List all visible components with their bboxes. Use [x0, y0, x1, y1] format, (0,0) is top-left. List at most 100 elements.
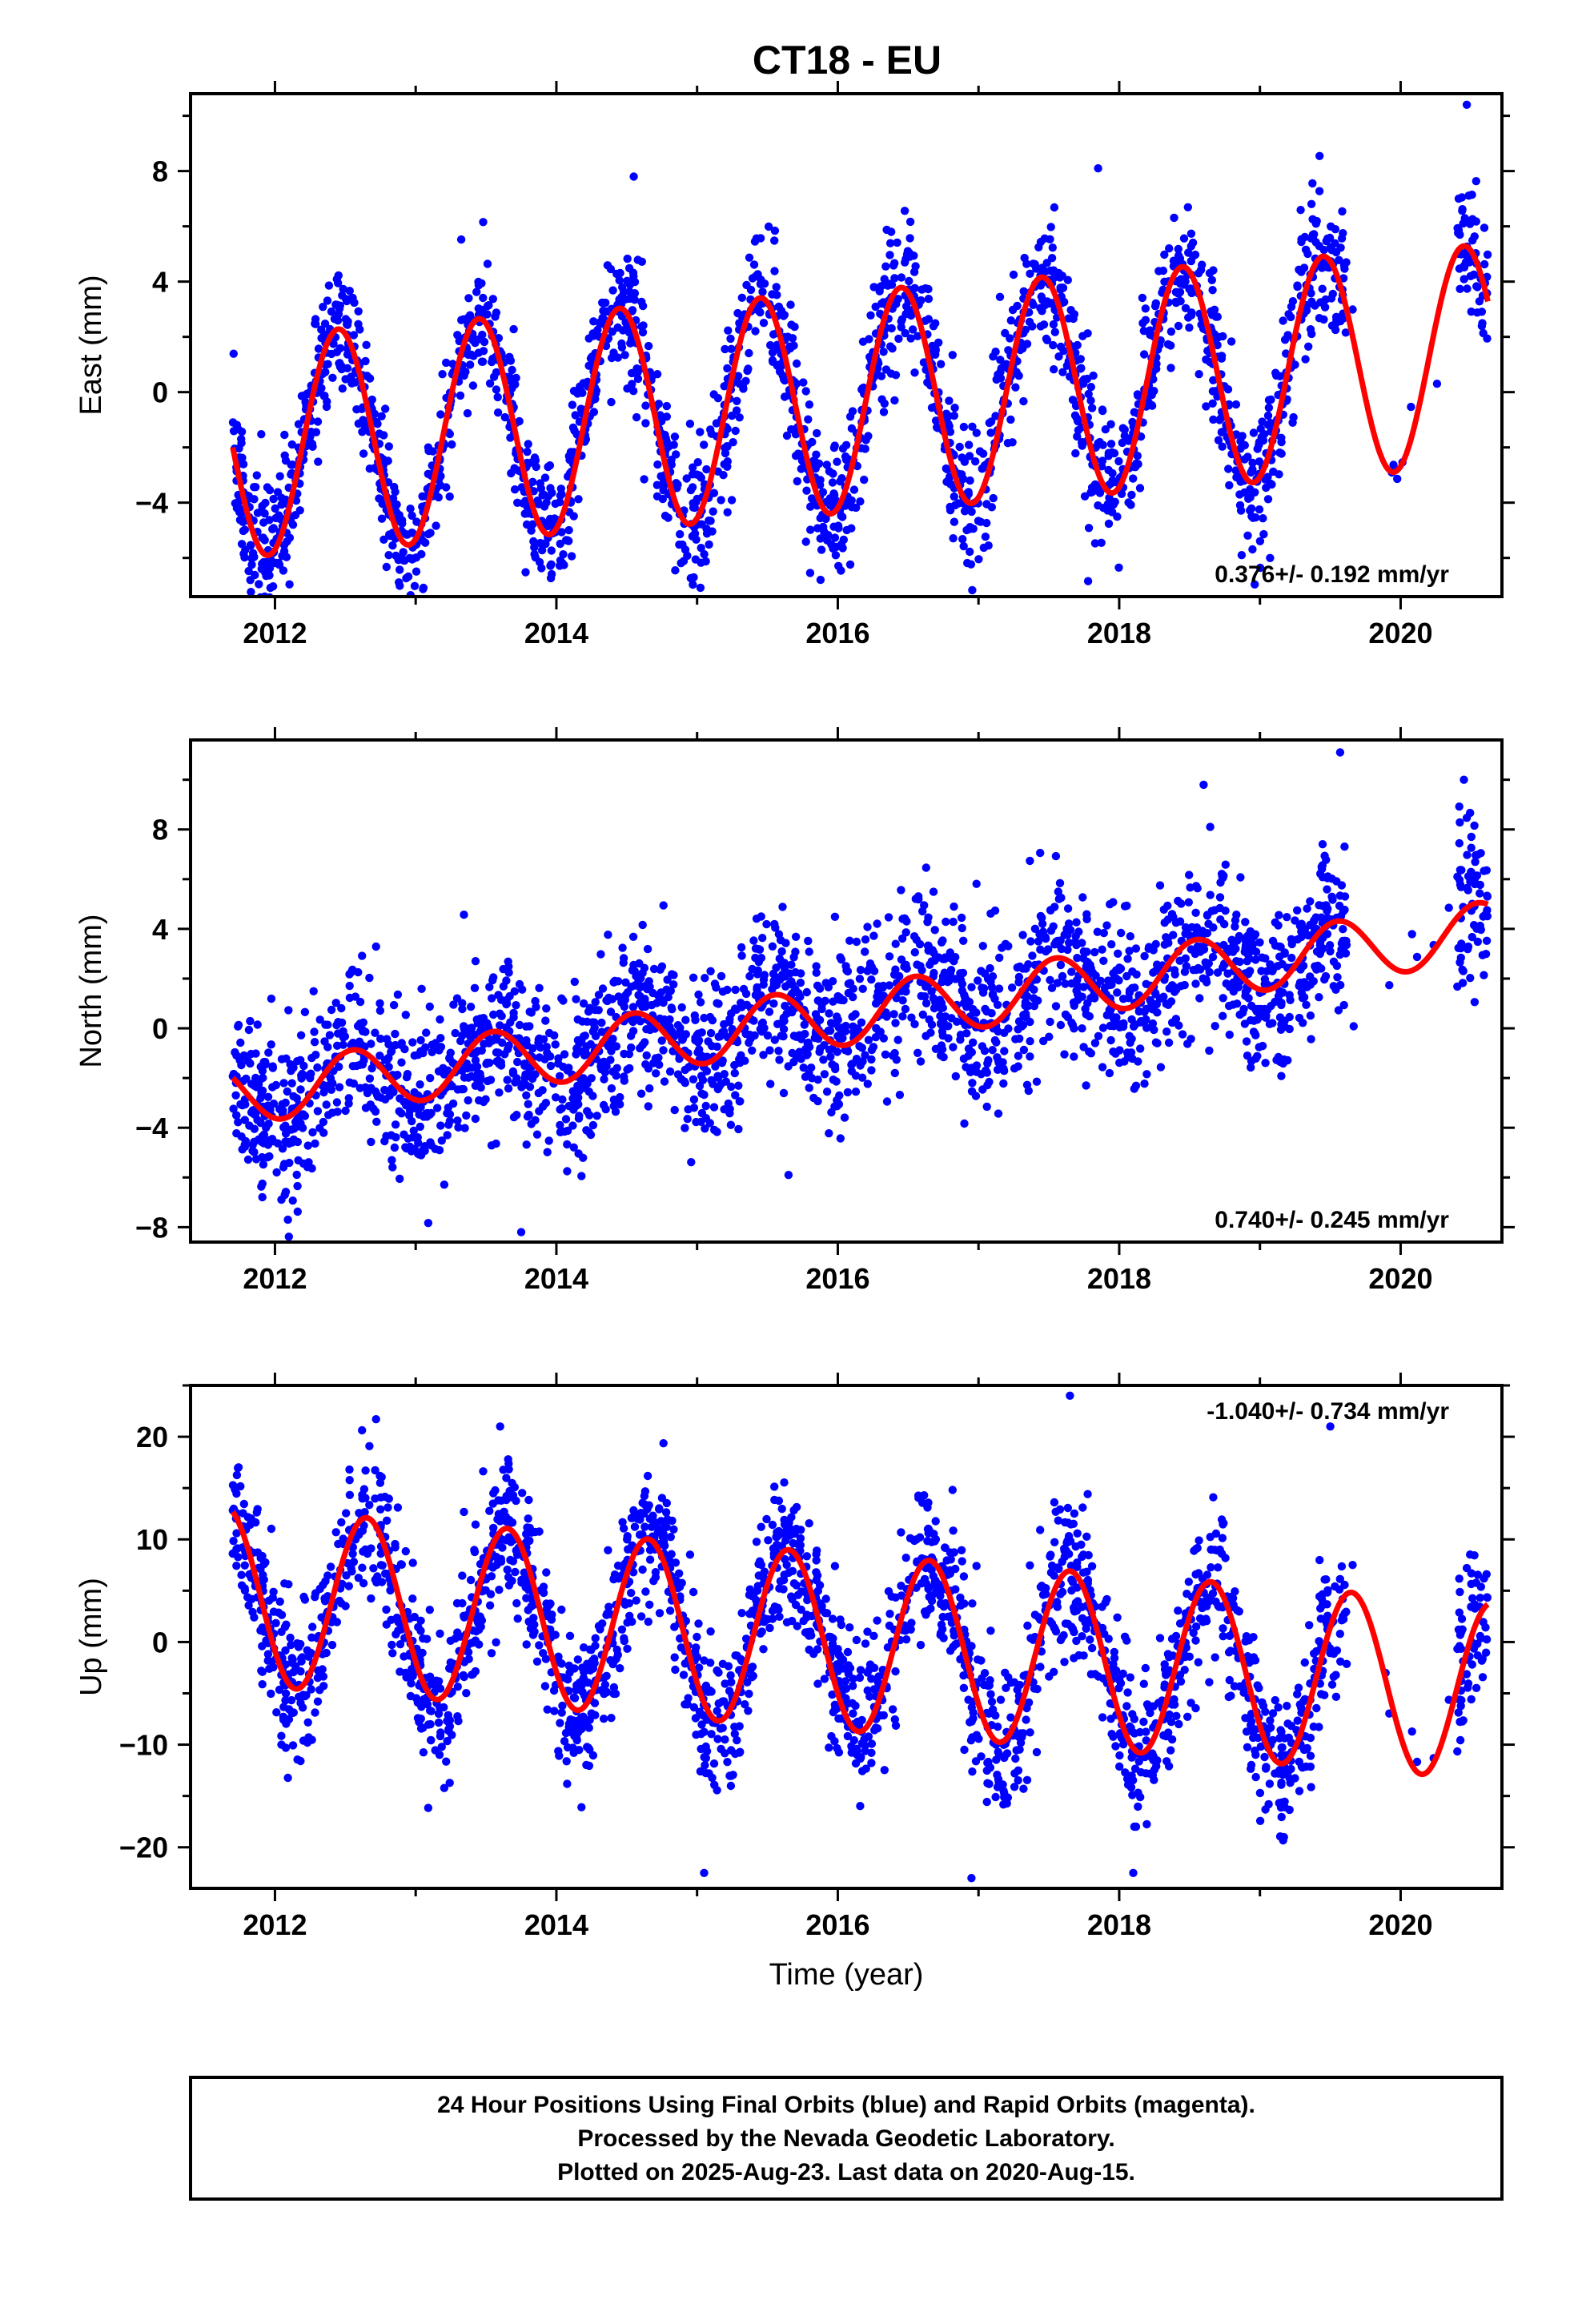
east-data-point: [1083, 577, 1093, 585]
north-data-point: [470, 983, 480, 993]
north-data-point: [391, 1120, 400, 1129]
north-data-point: [819, 1055, 828, 1064]
east-data-point: [1129, 474, 1138, 483]
east-data-point: [1160, 277, 1169, 286]
east-data-point: [629, 172, 638, 181]
east-data-point: [1016, 345, 1025, 355]
east-data-point: [670, 432, 680, 441]
north-data-point: [1055, 879, 1065, 888]
north-data-point: [1169, 913, 1178, 922]
north-data-point: [1470, 998, 1480, 1007]
up-data-point: [383, 1503, 392, 1512]
north-data-point: [1191, 979, 1200, 988]
east-data-point: [1160, 250, 1169, 259]
north-data-point: [574, 1149, 583, 1158]
north-data-point: [1462, 814, 1472, 822]
north-data-point: [570, 977, 579, 987]
east-data-point: [1098, 405, 1107, 414]
north-data-point: [443, 1109, 452, 1118]
east-data-point: [812, 450, 821, 459]
north-data-point: [476, 1083, 485, 1092]
north-data-point: [259, 1160, 268, 1169]
north-data-point: [644, 1102, 652, 1111]
east-data-point: [1026, 269, 1034, 278]
east-data-point: [271, 665, 279, 673]
north-data-point: [325, 1031, 335, 1039]
east-data-point: [343, 320, 352, 329]
north-data-point: [964, 1044, 974, 1053]
east-data-point: [1175, 287, 1185, 296]
east-data-point: [746, 285, 756, 295]
north-data-point: [1024, 960, 1033, 969]
north-data-point: [556, 1105, 564, 1114]
north-x-tick-label: 2014: [524, 1262, 588, 1295]
north-data-point: [335, 1062, 343, 1072]
north-data-point: [709, 1103, 719, 1112]
east-data-point: [959, 541, 968, 551]
north-data-point: [504, 1084, 513, 1093]
north-data-point: [1260, 975, 1270, 984]
north-data-point: [1219, 1011, 1227, 1020]
north-data-point: [730, 1004, 740, 1013]
east-data-point: [542, 498, 551, 507]
north-data-point: [620, 1049, 628, 1059]
east-data-point: [828, 478, 837, 487]
north-data-point: [250, 1124, 259, 1133]
north-data-point: [499, 982, 508, 991]
north-data-point: [748, 964, 757, 974]
north-data-point: [525, 1007, 534, 1016]
east-data-point: [752, 234, 761, 243]
north-data-point: [1274, 1052, 1283, 1062]
north-data-point: [1246, 927, 1255, 936]
east-data-point: [906, 334, 915, 343]
north-data-point: [627, 983, 636, 991]
east-data-point: [638, 328, 648, 337]
north-data-point: [893, 1035, 902, 1044]
north-data-point: [287, 1079, 296, 1088]
east-data-point: [1266, 479, 1275, 489]
east-data-point: [902, 250, 912, 259]
east-data-point: [266, 583, 275, 593]
north-data-point: [995, 953, 1004, 963]
north-data-point: [913, 1048, 922, 1058]
north-data-point: [739, 984, 749, 994]
north-data-point: [520, 1059, 529, 1068]
north-data-point: [600, 1075, 608, 1084]
east-data-point: [830, 441, 839, 450]
north-data-point: [601, 1105, 610, 1114]
east-data-point: [1219, 427, 1227, 436]
east-data-point: [901, 328, 909, 338]
east-data-point: [1036, 304, 1045, 312]
north-data-point: [720, 1105, 729, 1114]
east-data-point: [1213, 333, 1222, 342]
north-data-point: [660, 1077, 669, 1086]
east-data-point: [535, 599, 543, 607]
east-data-point: [521, 568, 530, 577]
east-data-point: [408, 511, 416, 521]
east-data-point: [607, 397, 616, 407]
east-data-point: [706, 425, 715, 434]
north-data-point: [1073, 995, 1082, 1005]
north-data-point: [840, 1113, 849, 1122]
north-data-point: [1014, 978, 1023, 987]
east-data-point: [337, 361, 346, 370]
east-data-point: [706, 517, 715, 525]
north-data-point: [645, 1084, 654, 1093]
north-data-point: [982, 1066, 990, 1076]
north-data-point: [240, 1116, 249, 1124]
east-data-point: [751, 327, 760, 336]
east-data-point: [894, 334, 903, 344]
north-data-point: [1000, 1047, 1009, 1055]
north-data-point: [1476, 849, 1485, 858]
east-data-point: [271, 513, 280, 523]
north-data-point: [400, 1044, 409, 1054]
north-data-point: [1026, 937, 1035, 946]
east-data-point: [1462, 100, 1472, 109]
east-data-point: [773, 291, 781, 300]
east-data-point: [701, 557, 710, 566]
east-data-point: [445, 492, 454, 501]
north-data-point: [1063, 945, 1072, 955]
north-data-points: [228, 748, 1492, 1241]
north-data-point: [757, 1019, 766, 1028]
east-data-point: [377, 514, 387, 523]
